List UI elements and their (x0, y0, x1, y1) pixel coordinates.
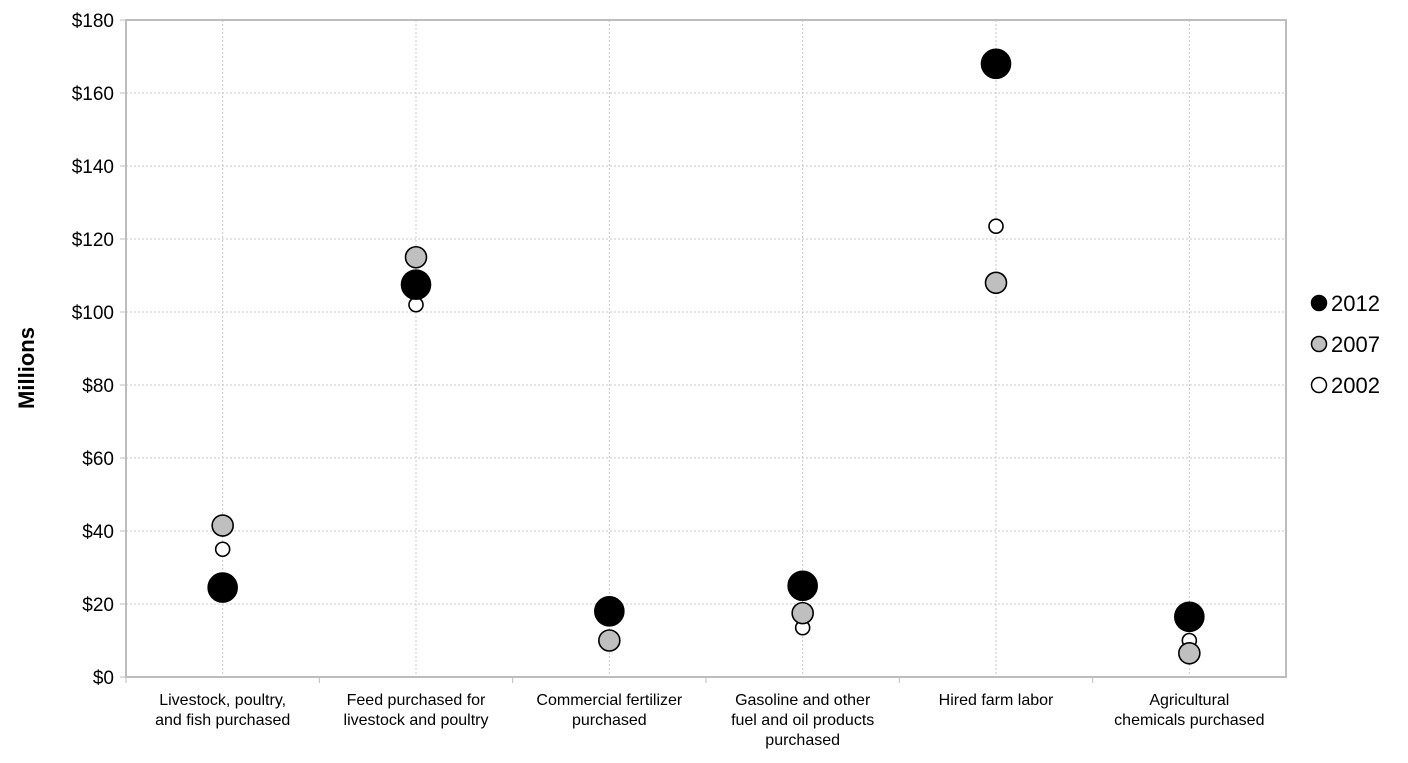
x-category-label-line: purchased (572, 712, 647, 729)
point-2002 (988, 218, 1004, 235)
y-tick-label: $40 (82, 522, 114, 543)
x-category-label: Agricultural chemicals purchased (1114, 692, 1264, 729)
x-category-label: Livestock, poultry, and fish purchased (155, 692, 290, 729)
point-2012 (980, 48, 1012, 80)
x-category-label-line: Livestock, poultry, (159, 692, 286, 709)
y-tick-label: $60 (82, 449, 114, 470)
point-2012 (594, 595, 625, 627)
y-tick-label: $140 (72, 157, 114, 178)
legend-marker-2007 (1310, 335, 1328, 353)
x-category-label-line: fuel and oil products (731, 712, 874, 729)
point-2007 (1178, 641, 1201, 665)
x-category-label: Gasoline and other fuel and oil products p… (731, 692, 874, 749)
x-axis-categories: Livestock, poultry, and fish purchased Fee… (125, 677, 1264, 749)
x-category-label-line: Hired farm labor (939, 692, 1054, 709)
point-2007 (598, 629, 621, 652)
x-category-label-line: chemicals purchased (1114, 712, 1264, 729)
legend-label-2002: 2002 (1331, 373, 1380, 398)
point-2007 (791, 601, 814, 625)
x-category-label: Feed purchased for livestock and poultry (344, 692, 489, 729)
x-category-label-line: Feed purchased for (347, 692, 486, 709)
y-axis-label: Millions (14, 327, 39, 409)
legend-label-2012: 2012 (1331, 291, 1380, 316)
y-tick-label: $100 (72, 303, 114, 324)
x-category-label-line: Commercial fertilizer (536, 692, 682, 709)
x-category-label-line: and fish purchased (155, 712, 290, 729)
plot-border (125, 19, 1287, 678)
plot-frame (125, 19, 1287, 678)
legend-marker-2002 (1310, 376, 1328, 394)
point-2012 (787, 570, 818, 602)
point-2012 (207, 572, 238, 603)
point-2007 (211, 514, 234, 537)
x-category-label: Commercial fertilizer purchased (536, 692, 682, 729)
y-tick-label: $120 (72, 230, 114, 251)
x-category-label-line: purchased (765, 732, 840, 749)
x-category-label: Hired farm labor (939, 692, 1054, 709)
point-2007 (984, 271, 1008, 295)
y-tick-label: $180 (72, 11, 114, 32)
y-tick-label: $160 (72, 84, 114, 105)
point-2007 (404, 245, 428, 269)
y-tick-label: $20 (82, 595, 114, 616)
legend-label-2007: 2007 (1331, 332, 1380, 357)
x-category-label-line: Gasoline and other (735, 692, 871, 709)
point-2012 (1174, 601, 1205, 633)
y-axis-ticks: $0 $20 $40 $60 $80 $100 $120 $140 $160 $180 (72, 11, 126, 689)
x-category-label-line: livestock and poultry (344, 712, 489, 729)
grid-lines (126, 20, 1286, 677)
point-2012 (400, 269, 432, 300)
legend: 2012 2007 2002 (1310, 291, 1380, 398)
x-category-label-line: Agricultural (1149, 692, 1229, 709)
data-points (207, 48, 1205, 665)
legend-marker-2012 (1310, 294, 1328, 312)
y-tick-label: $0 (93, 668, 114, 689)
y-tick-label: $80 (82, 376, 114, 397)
point-2002 (214, 541, 231, 558)
